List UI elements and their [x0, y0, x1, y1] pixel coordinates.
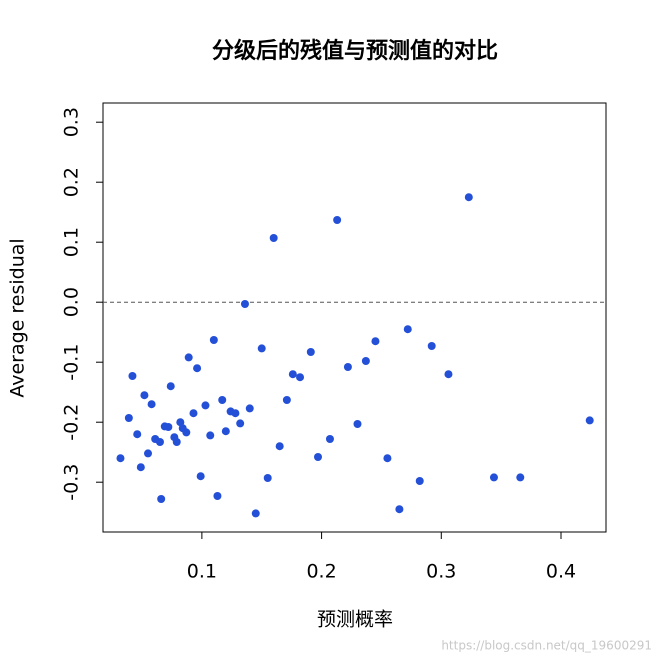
point	[184, 353, 193, 362]
point	[193, 364, 202, 373]
point	[240, 300, 249, 308]
y-tick-label: 0.3	[61, 107, 83, 137]
point	[313, 453, 322, 461]
point	[361, 357, 370, 365]
x-tick-label: 0.4	[546, 561, 576, 583]
point	[236, 419, 245, 428]
y-tick-label: -0.1	[61, 344, 83, 381]
watermark: https://blog.csdn.net/qq_19600291	[441, 639, 652, 653]
y-tick-label: 0.0	[61, 287, 83, 317]
point	[395, 505, 404, 514]
point	[296, 373, 305, 382]
y-tick-label: -0.3	[61, 464, 83, 501]
point	[201, 401, 210, 410]
point	[124, 414, 133, 422]
y-tick-label: 0.1	[61, 227, 83, 257]
point	[144, 449, 153, 458]
point	[245, 404, 254, 413]
point	[189, 409, 198, 418]
point	[263, 474, 272, 482]
point	[325, 435, 334, 443]
point	[489, 473, 498, 482]
point	[166, 382, 175, 391]
point	[209, 336, 218, 344]
point	[383, 454, 392, 463]
point	[157, 495, 166, 503]
chart-title: 分级后的残值与预测值的对比	[212, 38, 498, 64]
point	[218, 396, 227, 404]
point	[196, 472, 205, 481]
point	[269, 234, 278, 242]
point	[251, 509, 260, 518]
point	[427, 342, 436, 350]
point	[128, 372, 137, 380]
point	[282, 396, 291, 404]
y-tick-label: -0.2	[61, 404, 83, 441]
y-axis-label: Average residual	[7, 238, 29, 397]
point	[516, 473, 525, 482]
point	[213, 492, 222, 500]
plot-frame	[102, 102, 607, 533]
point	[221, 427, 230, 436]
point	[176, 418, 185, 427]
x-axis-label: 预测概率	[317, 609, 393, 631]
point	[182, 428, 191, 437]
x-tick-label: 0.2	[306, 561, 336, 583]
point	[288, 370, 297, 379]
point	[585, 416, 594, 425]
point	[116, 454, 125, 463]
point	[415, 477, 424, 485]
point	[403, 325, 412, 334]
point	[371, 337, 380, 346]
point	[353, 420, 362, 428]
point	[136, 463, 145, 472]
point	[172, 438, 181, 446]
point	[155, 438, 164, 446]
point	[164, 423, 173, 431]
point	[306, 348, 315, 356]
point	[444, 370, 453, 379]
point	[257, 344, 266, 353]
x-tick-label: 0.1	[187, 561, 217, 583]
point	[147, 400, 156, 409]
x-tick-label: 0.3	[426, 561, 456, 583]
point	[133, 430, 142, 439]
point	[343, 363, 352, 371]
point	[464, 193, 473, 202]
point	[231, 409, 240, 418]
point	[333, 216, 342, 224]
point	[140, 391, 149, 400]
point	[275, 442, 284, 451]
y-tick-label: 0.2	[61, 167, 83, 197]
point	[206, 431, 215, 440]
